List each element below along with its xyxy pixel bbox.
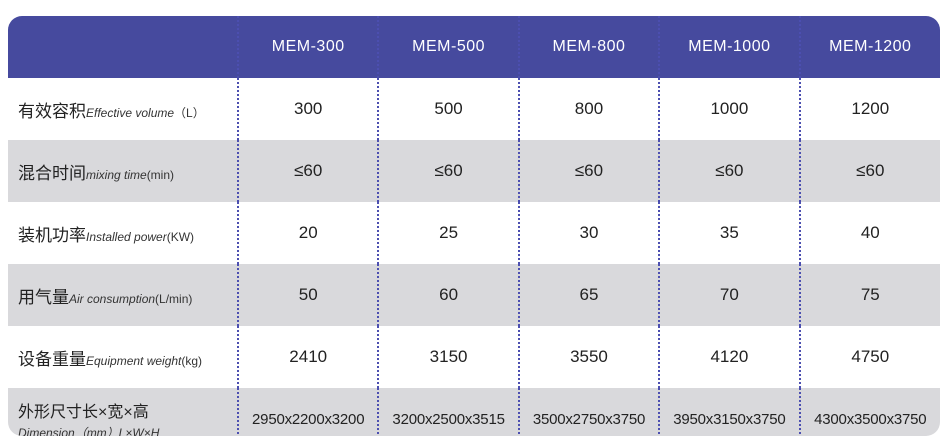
table-cell: 3150: [377, 326, 519, 388]
table-cell: 4750: [798, 326, 940, 388]
label-zh: 外形尺寸长×宽×高: [18, 403, 149, 421]
spec-table-container: MEM-300 MEM-500 MEM-800 MEM-1000 MEM-120…: [8, 16, 940, 436]
label-en: Dimension（mm）L×W×H: [18, 425, 160, 437]
table-row: 装机功率Installed power(KW) 20 25 30 35 40: [8, 202, 940, 264]
label-en: Installed power: [86, 229, 167, 244]
label-unit: (L/min): [155, 291, 193, 306]
table-cell: 2410: [236, 326, 379, 388]
label-unit: (min): [146, 167, 175, 182]
model-header: MEM-1000: [658, 16, 800, 78]
model-header: MEM-800: [517, 16, 660, 78]
row-label: 用气量Air consumption(L/min): [8, 264, 238, 326]
label-unit: (kg): [181, 353, 203, 368]
table-row: 混合时间mixing time(min) ≤60 ≤60 ≤60 ≤60 ≤60: [8, 140, 940, 202]
table-row: 有效容积Effective volume（L） 300 500 800 1000…: [8, 78, 940, 140]
table-cell: 800: [517, 78, 660, 140]
table-cell: 40: [798, 202, 940, 264]
label-zh: 用气量: [18, 287, 69, 307]
table-cell: 65: [517, 264, 660, 326]
table-cell: 4120: [658, 326, 800, 388]
table-cell: 70: [658, 264, 800, 326]
row-label: 外形尺寸长×宽×高 Dimension（mm）L×W×H: [8, 388, 238, 436]
model-header: MEM-1200: [798, 16, 940, 78]
label-zh: 混合时间: [18, 163, 86, 183]
table-cell: ≤60: [236, 140, 379, 202]
table-cell: 50: [236, 264, 379, 326]
table-cell: ≤60: [377, 140, 519, 202]
label-unit: (KW): [166, 229, 195, 244]
table-row: 用气量Air consumption(L/min) 50 60 65 70 75: [8, 264, 940, 326]
header-blank-cell: [8, 16, 238, 78]
spec-table: MEM-300 MEM-500 MEM-800 MEM-1000 MEM-120…: [8, 16, 940, 436]
table-cell: ≤60: [517, 140, 660, 202]
row-label: 装机功率Installed power(KW): [8, 202, 238, 264]
row-label: 混合时间mixing time(min): [8, 140, 238, 202]
model-header: MEM-500: [377, 16, 519, 78]
label-unit: （L）: [174, 105, 205, 120]
table-cell: 3550: [517, 326, 660, 388]
label-en: Equipment weight: [86, 353, 182, 368]
table-cell: 3500x2750x3750: [517, 388, 660, 436]
row-label: 设备重量Equipment weight(kg): [8, 326, 238, 388]
table-cell: 1200: [798, 78, 940, 140]
table-cell: 2950x2200x3200: [236, 388, 379, 436]
label-zh: 装机功率: [18, 225, 86, 245]
table-cell: 300: [236, 78, 379, 140]
label-zh: 设备重量: [18, 349, 86, 369]
table-row: 外形尺寸长×宽×高 Dimension（mm）L×W×H 2950x2200x32…: [8, 388, 940, 436]
header-row: MEM-300 MEM-500 MEM-800 MEM-1000 MEM-120…: [8, 16, 940, 78]
label-en: Effective volume: [86, 105, 175, 120]
label-zh: 有效容积: [18, 101, 86, 121]
table-cell: 4300x3500x3750: [798, 388, 940, 436]
table-cell: 75: [798, 264, 940, 326]
table-cell: 3200x2500x3515: [377, 388, 519, 436]
table-cell: ≤60: [658, 140, 800, 202]
table-cell: 20: [236, 202, 379, 264]
label-en: Air consumption: [69, 291, 156, 306]
table-cell: 30: [517, 202, 660, 264]
table-cell: 3950x3150x3750: [658, 388, 800, 436]
model-header: MEM-300: [236, 16, 379, 78]
label-en: mixing time: [86, 167, 147, 182]
table-cell: 25: [377, 202, 519, 264]
table-cell: 1000: [658, 78, 800, 140]
row-label: 有效容积Effective volume（L）: [8, 78, 238, 140]
table-row: 设备重量Equipment weight(kg) 2410 3150 3550 …: [8, 326, 940, 388]
table-cell: ≤60: [798, 140, 940, 202]
table-cell: 60: [377, 264, 519, 326]
table-cell: 500: [377, 78, 519, 140]
table-cell: 35: [658, 202, 800, 264]
